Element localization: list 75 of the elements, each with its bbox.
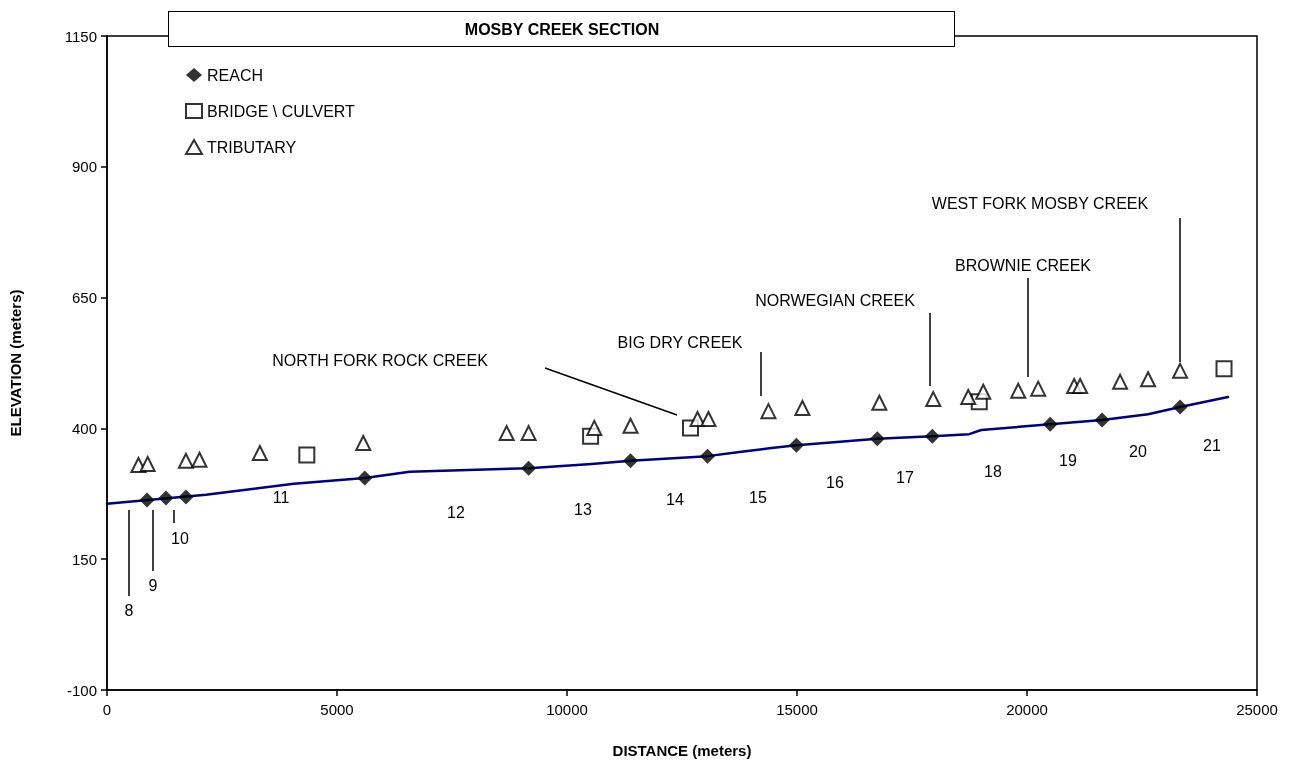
point xyxy=(1042,416,1058,432)
y-tick-label: 150 xyxy=(71,550,97,568)
point xyxy=(1112,373,1129,390)
y-tick-label: 1150 xyxy=(64,27,97,45)
point xyxy=(177,452,194,469)
point xyxy=(1172,399,1188,415)
point xyxy=(1030,380,1047,397)
point xyxy=(139,455,156,472)
point xyxy=(869,431,885,447)
legend-label: TRIBUTARY xyxy=(207,138,297,156)
annotation: 16 xyxy=(826,473,844,491)
x-tick-label: 5000 xyxy=(320,701,354,718)
y-tick-label: 650 xyxy=(71,289,97,307)
x-tick-label: 25000 xyxy=(1236,701,1278,718)
point xyxy=(298,446,316,464)
point xyxy=(622,417,639,434)
annotation: 11 xyxy=(272,488,290,506)
point xyxy=(760,403,777,420)
y-axis-title: ELEVATION (meters) xyxy=(7,289,24,437)
point xyxy=(788,437,804,453)
x-tick-label: 20000 xyxy=(1006,701,1048,718)
y-tick-label: 900 xyxy=(71,158,97,176)
point xyxy=(1172,362,1189,379)
point xyxy=(700,410,717,427)
annotation: 21 xyxy=(1203,436,1221,454)
annotation: BIG DRY CREEK xyxy=(617,333,743,351)
point xyxy=(960,389,977,406)
y-tick-label: -100 xyxy=(66,681,97,699)
annotation: 15 xyxy=(749,488,767,506)
line-series xyxy=(105,395,1230,505)
x-tick-label: 15000 xyxy=(776,701,818,718)
point xyxy=(975,383,992,400)
x-tick-label: 10000 xyxy=(546,701,588,718)
point xyxy=(1215,360,1233,378)
point xyxy=(1094,412,1110,428)
point xyxy=(178,489,194,505)
point xyxy=(794,400,811,416)
annotation: 14 xyxy=(666,490,684,508)
y-tick-label: 400 xyxy=(71,419,97,437)
point xyxy=(871,394,888,411)
point xyxy=(191,451,208,468)
annotation: WEST FORK MOSBY CREEK xyxy=(931,194,1149,212)
legend-label: BRIDGE \ CULVERT xyxy=(207,102,356,120)
annotation: NORTH FORK ROCK CREEK xyxy=(272,351,489,369)
annotation: NORWEGIAN CREEK xyxy=(755,291,916,309)
annotation: BROWNIE CREEK xyxy=(954,256,1092,274)
annotation: 17 xyxy=(896,468,914,486)
annotation: 12 xyxy=(447,503,465,521)
point xyxy=(586,419,603,436)
point xyxy=(355,435,372,452)
annotation: 9 xyxy=(148,576,158,594)
point xyxy=(1010,382,1027,399)
point xyxy=(520,425,537,442)
chart-title: MOSBY CREEK SECTION xyxy=(464,20,660,39)
x-tick-label: 0 xyxy=(102,701,112,718)
point xyxy=(521,460,537,476)
point xyxy=(1140,371,1157,388)
annotation: 10 xyxy=(171,529,189,547)
point xyxy=(925,391,942,408)
point xyxy=(139,492,155,508)
x-axis-title: DISTANCE (meters) xyxy=(612,742,752,759)
point xyxy=(699,448,715,464)
point xyxy=(251,444,268,461)
point xyxy=(623,453,639,469)
legend-label: REACH xyxy=(207,66,264,84)
point xyxy=(1072,378,1089,395)
annotation: 19 xyxy=(1059,451,1077,469)
annotation: 13 xyxy=(574,500,592,518)
point xyxy=(498,425,515,442)
annotation: 20 xyxy=(1129,442,1147,460)
annotation: 8 xyxy=(124,601,134,619)
point xyxy=(924,428,940,444)
annotation: 18 xyxy=(984,462,1002,480)
point xyxy=(357,470,373,486)
point xyxy=(158,490,174,506)
